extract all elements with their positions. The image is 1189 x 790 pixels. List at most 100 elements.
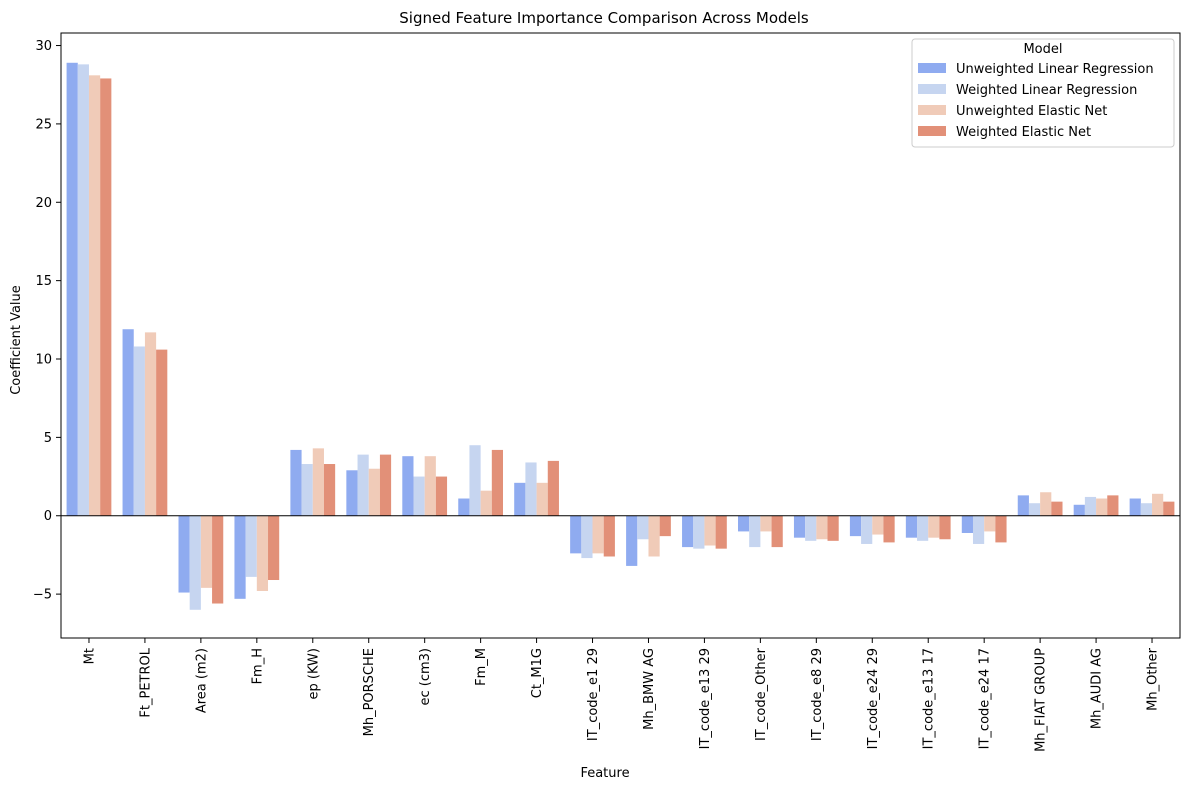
- bar-3-6: [368, 468, 380, 516]
- legend-label: Unweighted Linear Regression: [956, 62, 1154, 77]
- x-tick-label: Mh_AUDI AG: [1090, 648, 1105, 729]
- bar-2-1: [77, 64, 89, 516]
- bar-4-13: [771, 515, 783, 548]
- bar-2-13: [749, 515, 761, 548]
- bar-1-3: [178, 515, 190, 593]
- x-tick-label: Fm_M: [474, 648, 489, 686]
- x-tick-label: IT_code_e8 29: [810, 648, 825, 741]
- bar-1-2: [122, 329, 134, 516]
- y-tick-label: 30: [35, 39, 52, 54]
- bar-3-8: [480, 490, 492, 516]
- bar-4-20: [1163, 501, 1175, 516]
- bar-4-17: [995, 515, 1007, 543]
- bar-3-9: [536, 482, 548, 516]
- bar-1-8: [458, 498, 470, 516]
- bar-3-2: [144, 332, 157, 516]
- bar-3-17: [984, 515, 996, 532]
- bar-1-9: [514, 482, 526, 516]
- bars-layer: [66, 62, 1175, 610]
- bar-1-16: [905, 515, 918, 538]
- bar-4-11: [659, 515, 671, 537]
- legend-swatch: [918, 84, 946, 94]
- y-tick-label: 25: [35, 117, 52, 132]
- legend-label: Unweighted Elastic Net: [956, 104, 1107, 119]
- y-tick-label: 5: [44, 431, 52, 446]
- y-tick-label: 10: [35, 353, 52, 368]
- bar-2-7: [413, 476, 425, 516]
- legend-title: Model: [1023, 42, 1062, 57]
- x-tick-label: Mt: [82, 648, 97, 664]
- bar-3-18: [1040, 492, 1052, 516]
- bar-1-7: [402, 456, 414, 516]
- y-axis-title: Coefficient Value: [9, 285, 24, 395]
- x-tick-label: Mh_BMW AG: [642, 648, 657, 730]
- bar-1-15: [849, 515, 862, 537]
- bar-2-4: [245, 515, 257, 577]
- bar-4-4: [268, 515, 280, 581]
- bar-2-10: [581, 515, 593, 559]
- bar-2-20: [1140, 503, 1153, 516]
- bar-2-17: [972, 515, 985, 544]
- bar-1-5: [290, 449, 302, 516]
- y-tick-label: −5: [33, 588, 52, 603]
- x-tick-label: Mh_Other: [1146, 647, 1161, 711]
- bar-3-16: [928, 515, 940, 538]
- bar-3-5: [312, 448, 324, 516]
- y-tick-label: 20: [35, 196, 52, 211]
- x-tick-label: Fm_H: [250, 648, 265, 684]
- y-tick-label: 0: [44, 509, 52, 524]
- x-axis: Mt Ft_PETROL Area (m2) Fm_H ep (KW) Mh_PORSCH…: [82, 638, 1161, 752]
- bar-3-13: [760, 515, 772, 532]
- x-tick-label: IT_code_e24 17: [978, 648, 993, 749]
- legend-swatch: [918, 126, 946, 136]
- bar-2-18: [1028, 503, 1041, 516]
- bar-2-3: [189, 515, 201, 610]
- bar-4-8: [491, 449, 503, 516]
- bar-2-12: [693, 515, 705, 549]
- bar-4-5: [323, 464, 336, 516]
- legend-swatch: [918, 105, 946, 115]
- bar-2-19: [1084, 496, 1097, 516]
- x-axis-title: Feature: [580, 766, 629, 781]
- x-tick-label: ec (cm3): [418, 648, 433, 706]
- bar-2-9: [525, 462, 537, 516]
- bar-1-12: [682, 515, 694, 548]
- bar-3-14: [816, 515, 828, 540]
- x-tick-label: IT_code_e13 17: [922, 648, 937, 749]
- bar-2-5: [301, 464, 313, 516]
- bar-3-20: [1152, 493, 1164, 516]
- bar-3-7: [424, 456, 436, 516]
- bar-4-10: [603, 515, 615, 557]
- y-tick-label: 15: [35, 274, 52, 289]
- bar-1-10: [570, 515, 582, 554]
- bar-3-3: [200, 515, 213, 588]
- x-tick-label: Ct_M1G: [530, 648, 545, 698]
- bar-4-12: [715, 515, 727, 549]
- bar-2-8: [469, 445, 481, 516]
- bar-1-20: [1129, 498, 1141, 516]
- bar-4-15: [883, 515, 895, 543]
- bar-3-10: [592, 515, 604, 554]
- bar-2-6: [357, 454, 369, 516]
- bar-2-2: [133, 346, 145, 516]
- bar-1-17: [961, 515, 973, 533]
- legend-label: Weighted Linear Regression: [956, 83, 1137, 98]
- x-tick-label: IT_code_e24 29: [866, 648, 881, 749]
- bar-3-19: [1096, 498, 1108, 516]
- plot-frame: [60, 32, 1181, 639]
- chart-title: Signed Feature Importance Comparison Acr…: [399, 9, 809, 27]
- x-tick-label: ep (KW): [306, 648, 321, 699]
- bar-4-18: [1051, 501, 1063, 516]
- bar-3-11: [648, 515, 660, 557]
- bar-1-13: [738, 515, 750, 532]
- bar-2-15: [861, 515, 873, 544]
- bar-3-15: [872, 515, 884, 535]
- legend: Model Unweighted Linear Regression Weighte…: [911, 38, 1175, 148]
- bar-2-14: [805, 515, 817, 541]
- bar-4-19: [1107, 495, 1119, 516]
- bar-1-19: [1073, 504, 1085, 516]
- bar-3-12: [704, 515, 716, 546]
- bar-1-11: [626, 515, 638, 566]
- bar-4-1: [100, 78, 112, 516]
